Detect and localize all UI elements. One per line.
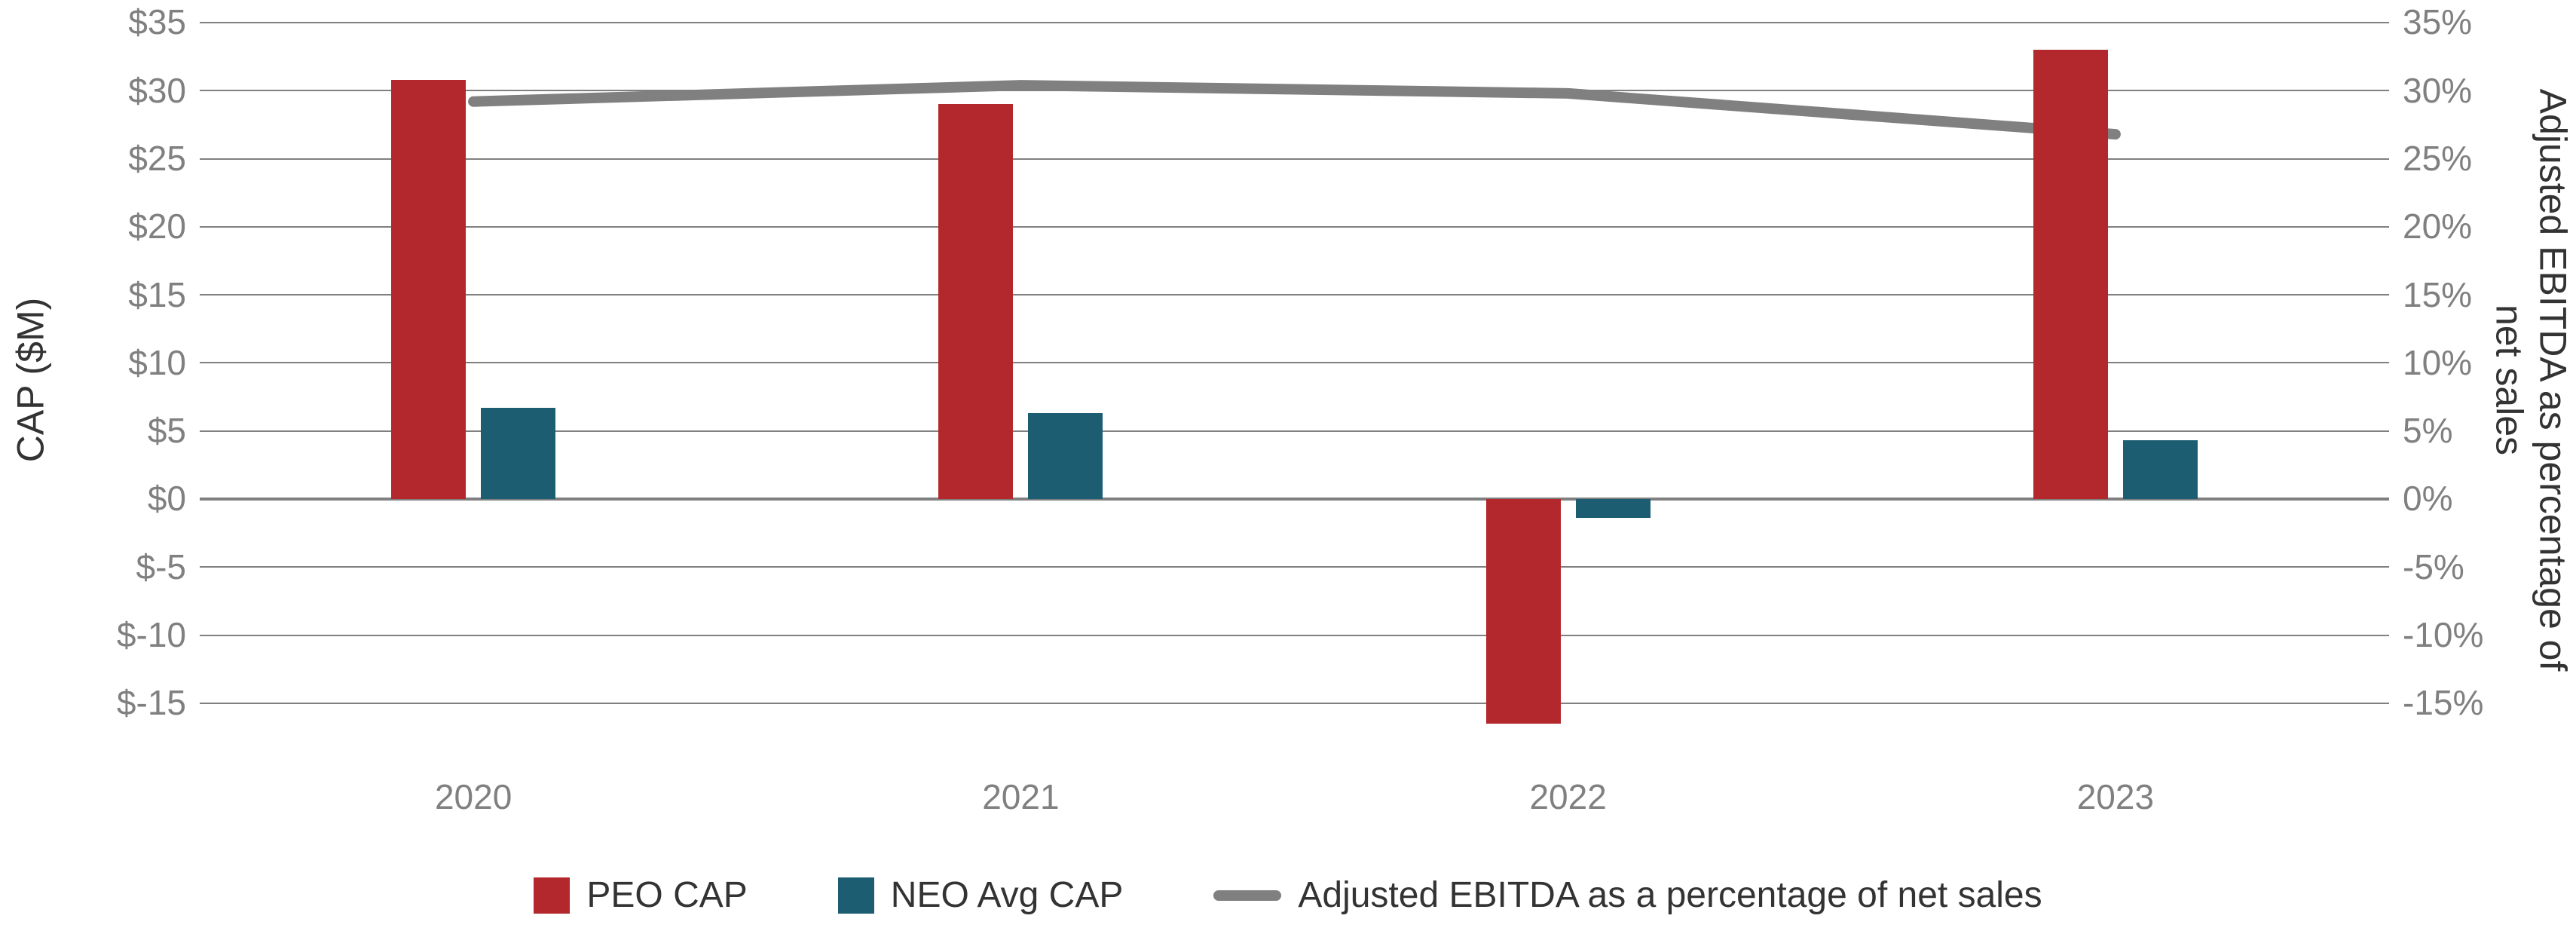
x-tick: 2020 bbox=[435, 776, 512, 817]
gridline bbox=[200, 703, 2389, 704]
bar-neo-avg-cap bbox=[1576, 499, 1651, 518]
legend-label: Adjusted EBITDA as a percentage of net s… bbox=[1298, 874, 2042, 916]
x-tick: 2021 bbox=[982, 776, 1059, 817]
y-right-tick: 35% bbox=[2403, 2, 2472, 42]
y-axis-right-title: Adjusted EBITDA as percentage ofnet sale… bbox=[2487, 89, 2574, 672]
x-tick: 2023 bbox=[2077, 776, 2154, 817]
y-right-tick: 5% bbox=[2403, 410, 2452, 451]
y-right-tick: 20% bbox=[2403, 206, 2472, 246]
y-left-tick: $-5 bbox=[136, 547, 186, 587]
legend-item: PEO CAP bbox=[534, 874, 747, 916]
y-left-tick: $5 bbox=[148, 410, 186, 451]
x-tick: 2022 bbox=[1529, 776, 1606, 817]
y-left-tick: $25 bbox=[128, 138, 186, 179]
legend-label: PEO CAP bbox=[586, 874, 747, 916]
legend-swatch-line bbox=[1213, 890, 1281, 901]
y-left-tick: $35 bbox=[128, 2, 186, 42]
y-right-tick: 0% bbox=[2403, 478, 2452, 519]
plot-area bbox=[200, 23, 2389, 737]
y-right-tick: 30% bbox=[2403, 70, 2472, 111]
legend: PEO CAP NEO Avg CAP Adjusted EBITDA as a p… bbox=[0, 874, 2576, 916]
bar-neo-avg-cap bbox=[481, 408, 555, 499]
bar-neo-avg-cap bbox=[2123, 440, 2198, 499]
legend-label: NEO Avg CAP bbox=[891, 874, 1124, 916]
y-left-tick: $15 bbox=[128, 274, 186, 315]
y-left-tick: $0 bbox=[148, 478, 186, 519]
y-left-tick: $-15 bbox=[117, 682, 186, 723]
legend-swatch-square bbox=[838, 877, 874, 914]
y-axis-left-title-container: CAP ($M) bbox=[0, 23, 60, 737]
legend-swatch-square bbox=[534, 877, 570, 914]
y-left-tick: $20 bbox=[128, 206, 186, 246]
gridline bbox=[200, 22, 2389, 23]
y-left-tick: $-10 bbox=[117, 614, 186, 655]
bar-peo-cap bbox=[1486, 499, 1561, 724]
gridline bbox=[200, 635, 2389, 636]
y-right-tick: -5% bbox=[2403, 547, 2464, 587]
legend-item: Adjusted EBITDA as a percentage of net s… bbox=[1213, 874, 2042, 916]
y-right-tick: 10% bbox=[2403, 342, 2472, 383]
ebitda-line bbox=[473, 85, 2116, 134]
bar-neo-avg-cap bbox=[1028, 413, 1103, 499]
y-right-tick: 25% bbox=[2403, 138, 2472, 179]
y-axis-left-title: CAP ($M) bbox=[8, 298, 52, 463]
cap-vs-ebitda-chart: CAP ($M) Adjusted EBITDA as percentage o… bbox=[0, 0, 2576, 937]
y-right-tick: -10% bbox=[2403, 614, 2483, 655]
bar-peo-cap bbox=[391, 80, 466, 499]
gridline bbox=[200, 566, 2389, 568]
y-axis-right-title-container: Adjusted EBITDA as percentage ofnet sale… bbox=[2486, 23, 2576, 737]
y-right-tick: -15% bbox=[2403, 682, 2483, 723]
bar-peo-cap bbox=[2033, 50, 2108, 499]
bar-peo-cap bbox=[938, 104, 1013, 499]
y-left-tick: $10 bbox=[128, 342, 186, 383]
legend-item: NEO Avg CAP bbox=[838, 874, 1124, 916]
y-right-tick: 15% bbox=[2403, 274, 2472, 315]
y-left-tick: $30 bbox=[128, 70, 186, 111]
